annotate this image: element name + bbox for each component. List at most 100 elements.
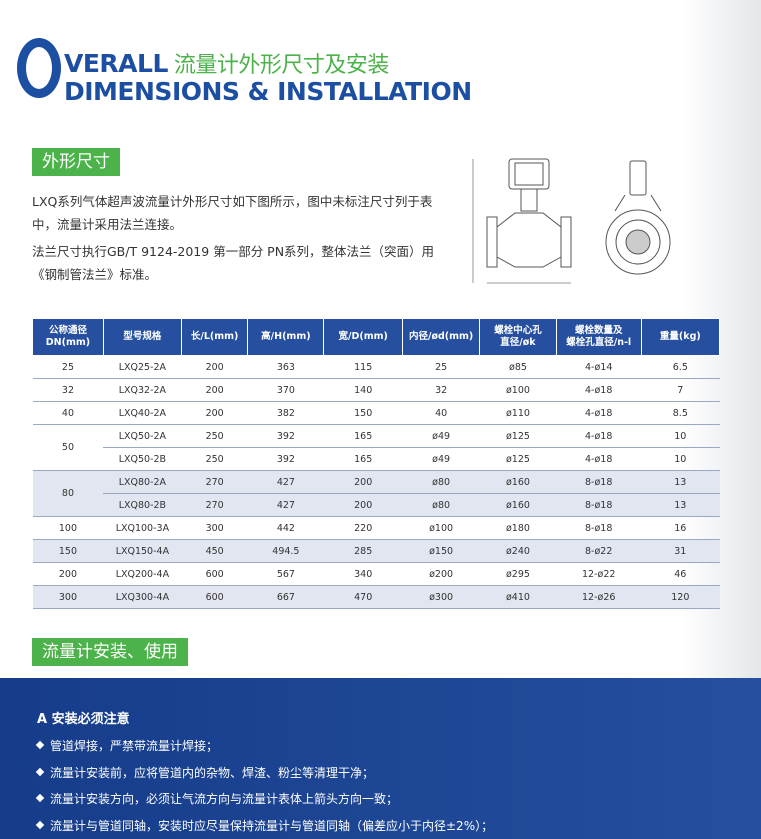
column-header: 公称通径 DN(mm) — [32, 318, 104, 356]
table-row: 25 LXQ25-2A 200 363 115 25 ø85 4-ø14 6.5 — [32, 355, 720, 379]
cell: 10 — [641, 424, 720, 448]
cell: 600 — [181, 562, 248, 586]
cell: 115 — [323, 355, 403, 379]
cell: 100 — [32, 516, 104, 540]
cell: ø295 — [479, 562, 557, 586]
cell: 494.5 — [247, 539, 324, 563]
cell: 427 — [247, 470, 324, 494]
cell: 4-ø18 — [556, 424, 642, 448]
subtitle: DIMENSIONS & INSTALLATION — [64, 77, 472, 106]
cell: 6.5 — [641, 355, 720, 379]
cell: ø125 — [479, 424, 557, 448]
paragraph: LXQ系列气体超声波流量计外形尺寸如下图所示，图中未标注尺寸列于表中，流量计采用… — [32, 194, 433, 232]
cell: 165 — [323, 447, 403, 471]
table-row: LXQ50-2B 250 392 165 ø49 ø125 4-ø18 10 — [33, 447, 720, 471]
cell: ø200 — [402, 562, 480, 586]
cell: 450 — [181, 539, 248, 563]
cell: 10 — [641, 447, 720, 471]
cell: 8-ø22 — [556, 539, 642, 563]
bullet-text: 流量计安装前，应将管道内的杂物、焊渣、粉尘等清理干净； — [50, 765, 375, 780]
cell: 392 — [247, 424, 324, 448]
cell: 200 — [181, 355, 248, 379]
cell: 25 — [402, 355, 480, 379]
cell: 667 — [247, 585, 324, 609]
header-line: 直径/øk — [500, 337, 536, 348]
cell: 31 — [641, 539, 720, 563]
cell: ø125 — [479, 447, 557, 471]
table-row: 150 LXQ150-4A 450 494.5 285 ø150 ø240 8-ø22 31 — [32, 539, 720, 563]
header-line: 宽/D(mm) — [338, 331, 388, 342]
cell: LXQ150-4A — [103, 539, 182, 563]
column-header: 高/H(mm) — [247, 318, 325, 356]
notice-panel: A 安装必须注意 管道焊接，严禁带流量计焊接； 流量计安装前，应将管道内的杂物、焊… — [0, 678, 761, 839]
cell: 285 — [323, 539, 403, 563]
header-line: 螺栓数量及 — [574, 325, 623, 336]
cell: 13 — [641, 493, 720, 517]
table-row: 200 LXQ200-4A 600 567 340 ø200 ø295 12-ø22 46 — [32, 562, 720, 586]
cell: 4-ø18 — [556, 401, 642, 425]
header-line: 螺栓孔直径/n-l — [566, 337, 632, 348]
cell: 46 — [641, 562, 720, 586]
column-header: 内径/ød(mm) — [402, 318, 481, 356]
cell: 4-ø18 — [556, 378, 642, 402]
cell: ø300 — [402, 585, 480, 609]
section-heading: 流量计安装、使用 — [32, 638, 188, 666]
cell: LXQ40-2A — [103, 401, 182, 425]
dimension-drawing — [472, 158, 671, 284]
header-line: 高/H(mm) — [261, 331, 311, 342]
table-row: 100 LXQ100-3A 300 442 220 ø100 ø180 8-ø18 16 — [32, 516, 720, 540]
title-cn: 流量计外形尺寸及安装 — [173, 53, 390, 78]
cell: 25 — [32, 355, 104, 379]
cell: 13 — [641, 470, 720, 494]
bullet: 流量计安装前，应将管道内的杂物、焊渣、粉尘等清理干净； — [35, 764, 375, 781]
cell: 8.5 — [641, 401, 720, 425]
cell: LXQ80-2B — [103, 493, 182, 517]
title-initial: O — [17, 38, 61, 98]
notice-title: A 安装必须注意 — [37, 712, 130, 727]
cell: 567 — [247, 562, 324, 586]
cell: ø85 — [479, 355, 557, 379]
column-header: 螺栓中心孔 直径/øk — [479, 318, 557, 356]
cell: 270 — [181, 493, 248, 517]
cell: ø410 — [479, 585, 557, 609]
cell: LXQ32-2A — [103, 378, 182, 402]
cell: ø49 — [402, 447, 480, 471]
cell: 7 — [641, 378, 720, 402]
title-en: VERALL — [64, 49, 168, 78]
cell: 363 — [247, 355, 324, 379]
bullet-icon — [35, 767, 45, 776]
cell: 165 — [323, 424, 403, 448]
cell: 150 — [323, 401, 403, 425]
bullet: 管道焊接，严禁带流量计焊接； — [35, 737, 218, 754]
header-line: 公称通径 — [48, 325, 87, 336]
cell: 140 — [323, 378, 403, 402]
table-row: 40 LXQ40-2A 200 382 150 40 ø110 4-ø18 8.5 — [32, 401, 720, 425]
cell: ø100 — [402, 516, 480, 540]
cell: 427 — [247, 493, 324, 517]
cell: 200 — [181, 401, 248, 425]
cell: 32 — [402, 378, 480, 402]
header-line: 型号规格 — [123, 331, 162, 342]
cell: ø180 — [479, 516, 557, 540]
table-row: 50 LXQ50-2A 250 392 165 ø49 ø125 4-ø18 10 — [32, 424, 720, 471]
cell: 200 — [323, 493, 403, 517]
title: VERALL 流量计外形尺寸及安装 — [64, 47, 389, 79]
header-line: 长/L(mm) — [190, 331, 239, 342]
cell: ø100 — [479, 378, 557, 402]
cell: 600 — [181, 585, 248, 609]
cell: LXQ200-4A — [103, 562, 182, 586]
cell: 50 — [32, 424, 104, 471]
cell: 200 — [181, 378, 248, 402]
cell: 340 — [323, 562, 403, 586]
cell: 442 — [247, 516, 324, 540]
section-heading: 外形尺寸 — [32, 148, 120, 176]
bullet-icon — [35, 820, 45, 829]
bullet-text: 流量计安装方向，必须让气流方向与流量计表体上箭头方向一致； — [50, 792, 399, 806]
cell: ø160 — [479, 493, 557, 517]
cell: ø80 — [402, 470, 480, 494]
cell: 150 — [32, 539, 104, 563]
table-row: LXQ80-2B 270 427 200 ø80 ø160 8-ø18 13 — [33, 493, 720, 517]
cell: 250 — [181, 447, 248, 471]
cell: 8-ø18 — [556, 493, 642, 517]
